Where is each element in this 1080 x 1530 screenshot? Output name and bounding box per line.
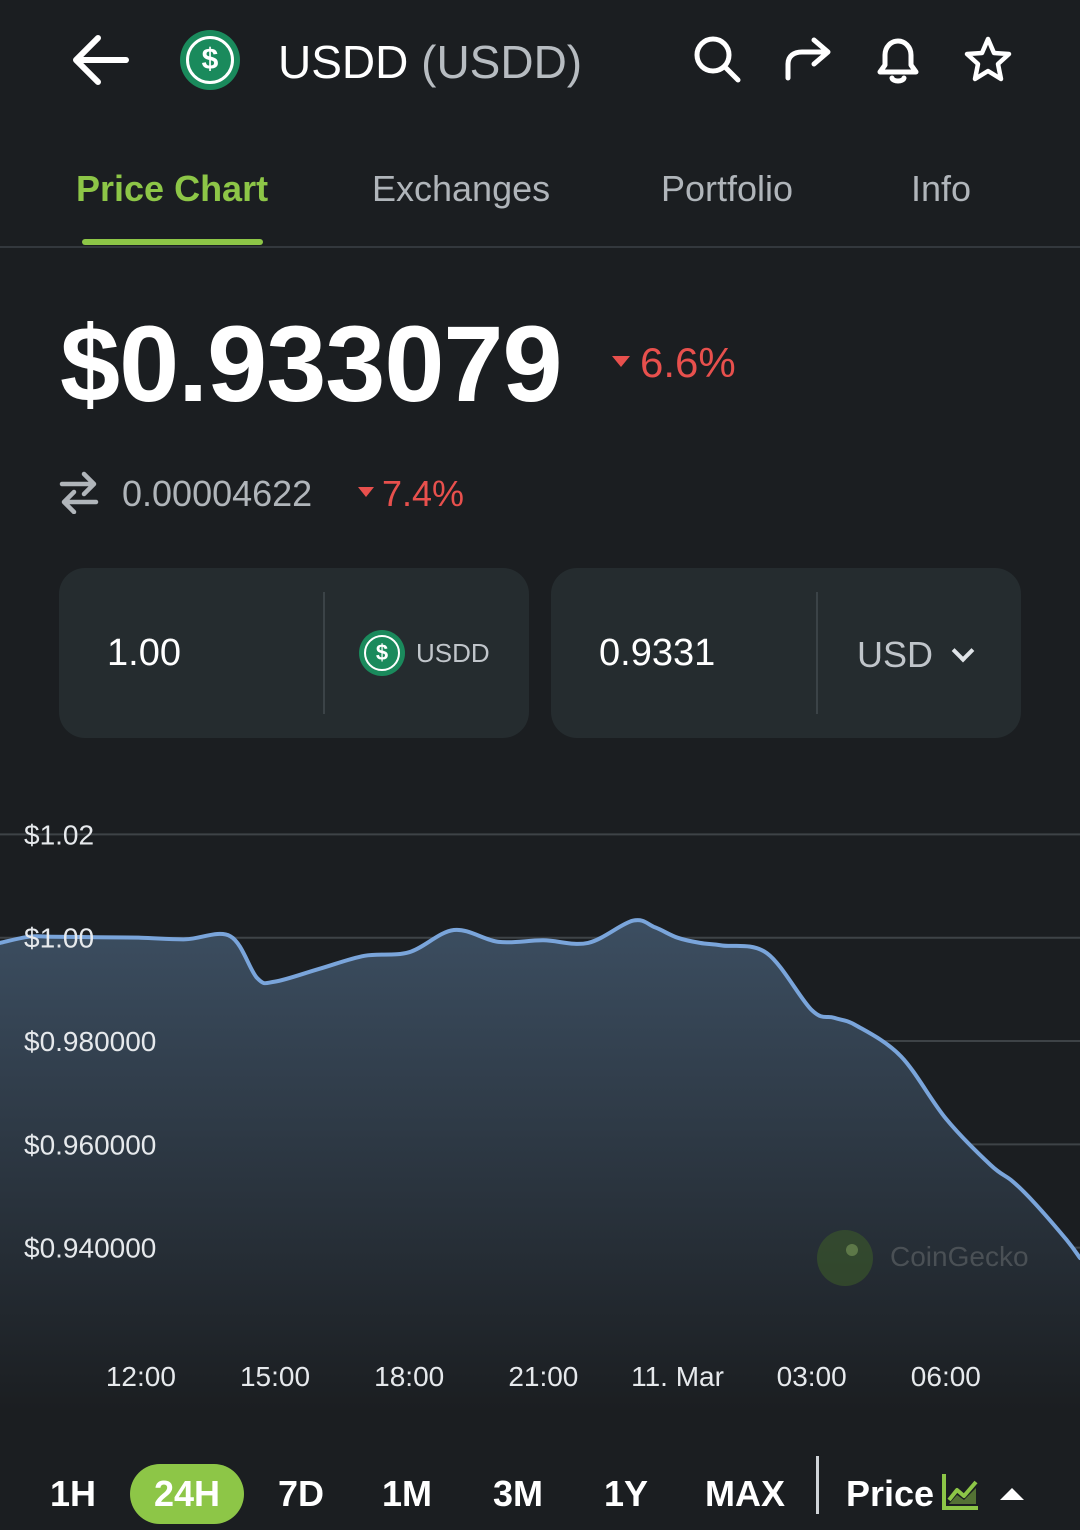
x-tick-label: 12:00 [106, 1361, 176, 1392]
time-range-bar: 1H 24H 7D 1M 3M 1Y MAX Price [0, 1440, 1080, 1530]
converter-to: 0.9331 USD [551, 568, 1021, 738]
range-1y-button[interactable]: 1Y [596, 1464, 656, 1524]
price-change-24h: 6.6% [612, 338, 736, 388]
x-tick-label: 18:00 [374, 1361, 444, 1392]
active-tab-indicator [82, 239, 263, 245]
divider [323, 592, 325, 714]
top-app-bar: $ USDD (USDD) [0, 0, 1080, 125]
bell-icon[interactable] [870, 32, 926, 88]
star-icon[interactable] [960, 32, 1016, 88]
search-icon[interactable] [690, 32, 746, 88]
caret-down-icon [358, 487, 374, 497]
coin-logo-glyph: $ [186, 36, 234, 84]
btc-price: ΀0.00004622 [122, 472, 312, 516]
to-amount-input[interactable]: 0.9331 [599, 630, 715, 676]
range-max-button[interactable]: MAX [700, 1464, 790, 1524]
line-chart-icon[interactable] [940, 1470, 982, 1512]
x-tick-label: 11. Mar [631, 1361, 724, 1392]
range-24h-button[interactable]: 24H [130, 1464, 244, 1524]
price-area [0, 920, 1080, 1410]
divider [816, 1456, 819, 1514]
chart-mode-toggle[interactable]: Price [846, 1464, 934, 1524]
x-tick-label: 15:00 [240, 1361, 310, 1392]
range-1m-button[interactable]: 1M [372, 1464, 442, 1524]
coingecko-logo-icon [817, 1230, 873, 1286]
y-tick-label: $1.02 [24, 819, 94, 850]
usdd-coin-icon-glyph: $ [364, 635, 400, 671]
tab-portfolio[interactable]: Portfolio [661, 168, 793, 210]
coin-logo: $ [180, 30, 240, 90]
coin-title: USDD (USDD) [278, 36, 582, 88]
tab-price-chart[interactable]: Price Chart [76, 168, 268, 210]
range-1h-button[interactable]: 1H [40, 1464, 106, 1524]
caret-down-icon [612, 356, 630, 367]
chart-mode-label: Price [846, 1473, 934, 1514]
price-chart[interactable]: $1.02 $1.00 $0.980000 $0.960000 $0.940000 Co… [0, 790, 1080, 1410]
currency-select-value: USD [857, 634, 933, 675]
coin-name: USDD [278, 36, 408, 88]
currency-select[interactable]: USD [857, 634, 971, 676]
range-3m-button[interactable]: 3M [482, 1464, 554, 1524]
usdd-coin-icon: $ [359, 630, 405, 676]
btc-price-change: 7.4% [358, 472, 464, 516]
swap-arrows-icon [58, 470, 100, 514]
caret-up-icon[interactable] [1000, 1488, 1024, 1500]
x-tick-label: 03:00 [777, 1361, 847, 1392]
divider [816, 592, 818, 714]
y-tick-label: $1.00 [24, 923, 94, 954]
current-price: $0.933079 [60, 305, 562, 423]
y-tick-label: $0.960000 [24, 1129, 156, 1160]
coingecko-logo-eye [846, 1244, 858, 1256]
btc-change-value: 7.4% [382, 473, 464, 514]
from-amount-input[interactable]: 1.00 [107, 630, 181, 676]
range-7d-button[interactable]: 7D [268, 1464, 334, 1524]
x-tick-label: 21:00 [508, 1361, 578, 1392]
from-unit: USDD [416, 638, 490, 668]
back-arrow-icon[interactable] [68, 30, 132, 90]
tab-info[interactable]: Info [911, 168, 971, 210]
tab-exchanges[interactable]: Exchanges [372, 168, 550, 210]
watermark-text: CoinGecko [890, 1241, 1029, 1272]
share-icon[interactable] [780, 32, 836, 88]
price-change-value: 6.6% [640, 339, 736, 386]
tab-bar: Price Chart Exchanges Portfolio Info [0, 150, 1080, 248]
x-tick-label: 06:00 [911, 1361, 981, 1392]
y-tick-label: $0.980000 [24, 1026, 156, 1057]
coin-symbol: (USDD) [421, 36, 582, 88]
converter-from: 1.00 $ USDD [59, 568, 529, 738]
y-tick-label: $0.940000 [24, 1233, 156, 1264]
chevron-down-icon [952, 640, 975, 663]
